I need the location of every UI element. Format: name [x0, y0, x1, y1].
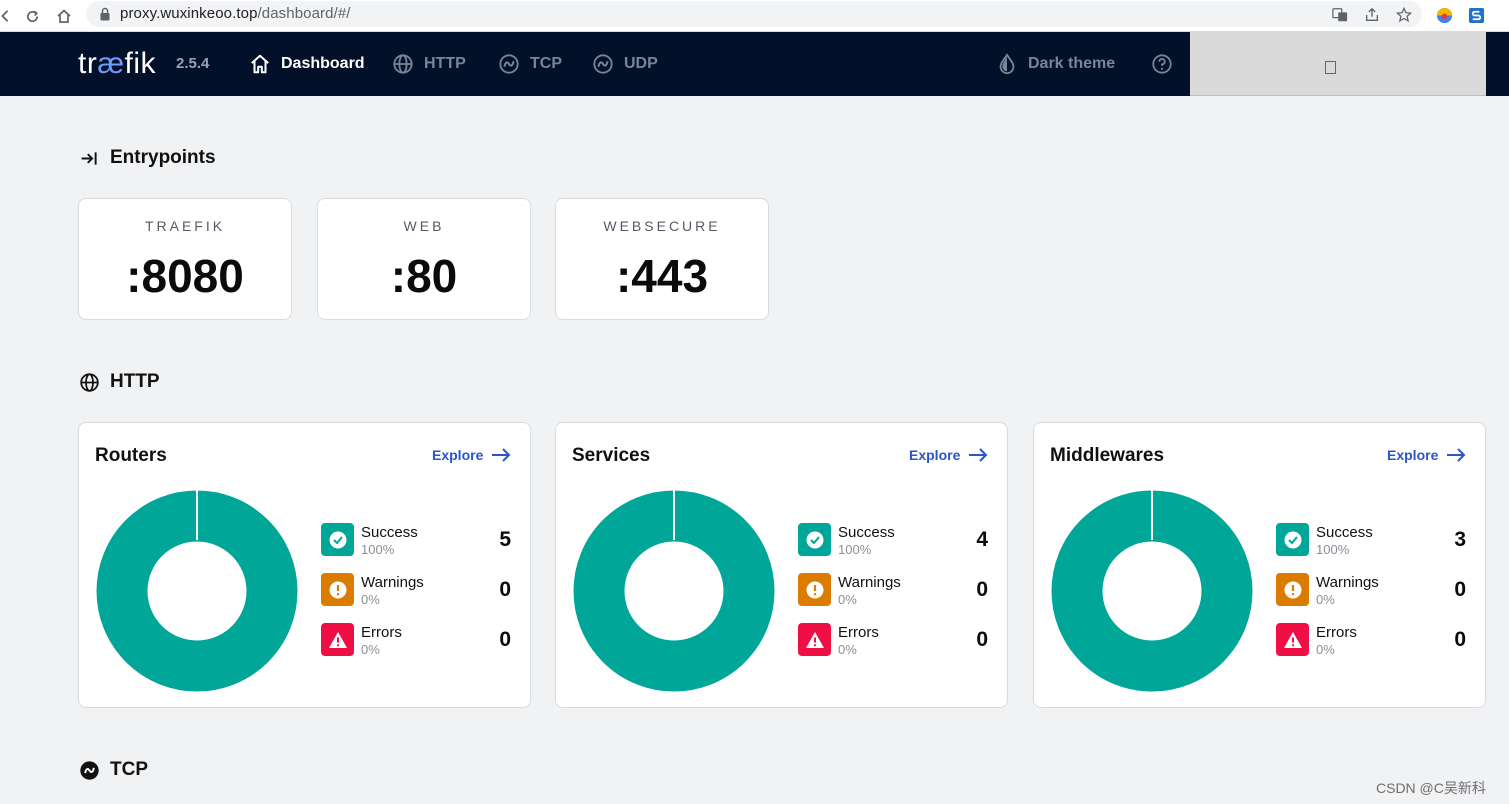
nav-tcp[interactable]: TCP: [498, 50, 562, 78]
udp-icon: [593, 54, 613, 74]
share-icon[interactable]: [1362, 5, 1382, 25]
legend-warnings: Warnings 0% 0: [321, 573, 511, 607]
document-icon: [1325, 61, 1336, 74]
warnings-count: 0: [499, 578, 511, 601]
globe-icon: [80, 372, 99, 392]
entrypoint-name: WEB: [403, 218, 445, 234]
legend-errors: Errors 0% 0: [798, 623, 988, 657]
check-circle-icon: [329, 531, 346, 548]
status-donut-chart: [1051, 489, 1253, 692]
extension-s-icon[interactable]: [1466, 5, 1486, 25]
tcp-icon: [499, 54, 519, 74]
legend-warnings: Warnings 0% 0: [1276, 573, 1466, 607]
bookmark-star-icon[interactable]: [1394, 5, 1414, 25]
nav-dashboard[interactable]: Dashboard: [249, 50, 365, 78]
warning-circle-icon: [806, 581, 823, 598]
entrypoint-port: :80: [390, 250, 458, 302]
tcp-heading: TCP: [79, 759, 148, 781]
explore-routers-link[interactable]: Explore: [432, 447, 511, 463]
nav-udp[interactable]: UDP: [592, 50, 658, 78]
check-circle-icon: [1284, 531, 1301, 548]
arrow-right-icon: [1447, 448, 1466, 462]
help-button[interactable]: [1151, 50, 1173, 78]
version-label: 2.5.4: [176, 55, 210, 72]
success-count: 3: [1454, 528, 1466, 551]
droplet-icon: [999, 53, 1015, 75]
back-icon[interactable]: [0, 5, 16, 27]
card-title: Routers: [95, 445, 167, 466]
success-count: 5: [499, 528, 511, 551]
watermark-text: CSDN @C吴新科: [1376, 780, 1486, 796]
check-circle-icon: [806, 531, 823, 548]
theme-toggle[interactable]: Dark theme: [996, 50, 1115, 78]
nav-http[interactable]: HTTP: [392, 50, 466, 78]
entrypoint-port: :443: [615, 250, 709, 302]
http-heading: HTTP: [79, 371, 160, 393]
entrypoint-name: WEBSECURE: [603, 218, 721, 234]
errors-count: 0: [976, 628, 988, 651]
tcp-icon: [80, 760, 99, 780]
home-icon: [251, 54, 269, 74]
arrow-right-icon: [969, 448, 988, 462]
entrypoint-card-traefik: TRAEFIK :8080: [78, 198, 292, 320]
legend-success: Success 100% 4: [798, 523, 988, 557]
legend-errors: Errors 0% 0: [321, 623, 511, 657]
translate-icon[interactable]: [1330, 5, 1350, 25]
card-title: Services: [572, 445, 651, 466]
extension-overlay: [1190, 32, 1486, 96]
warnings-count: 0: [976, 578, 988, 601]
entrypoint-name: TRAEFIK: [144, 218, 226, 234]
status-donut-chart: [573, 489, 775, 692]
extension-colorful-icon[interactable]: [1434, 5, 1454, 25]
help-circle-icon: [1152, 54, 1172, 74]
success-count: 4: [976, 528, 988, 551]
lock-icon: [100, 7, 110, 21]
globe-icon: [393, 54, 413, 74]
errors-count: 0: [499, 628, 511, 651]
browser-toolbar: proxy.wuxinkeoo.top/dashboard/#/: [0, 0, 1509, 32]
traefik-logo[interactable]: træfik: [78, 47, 157, 80]
entrypoint-card-websecure: WEBSECURE :443: [555, 198, 769, 320]
explore-middlewares-link[interactable]: Explore: [1387, 447, 1466, 463]
entrypoint-card-web: WEB :80: [317, 198, 531, 320]
entrypoint-arrow-icon: [81, 151, 97, 165]
explore-services-link[interactable]: Explore: [909, 447, 988, 463]
error-triangle-icon: [805, 631, 824, 648]
routers-card: Routers Explore Success 100% 5 Warnings …: [78, 422, 531, 708]
error-triangle-icon: [328, 631, 347, 648]
errors-count: 0: [1454, 628, 1466, 651]
warning-circle-icon: [329, 581, 346, 598]
legend-warnings: Warnings 0% 0: [798, 573, 988, 607]
home-browser-icon[interactable]: [53, 5, 75, 27]
warning-circle-icon: [1284, 581, 1301, 598]
middlewares-card: Middlewares Explore Success 100% 3 Warni…: [1033, 422, 1486, 708]
url-text: proxy.wuxinkeoo.top/dashboard/#/: [120, 5, 351, 22]
entrypoints-heading: Entrypoints: [79, 147, 216, 169]
reload-icon[interactable]: [21, 5, 43, 27]
address-bar[interactable]: proxy.wuxinkeoo.top/dashboard/#/: [86, 1, 1422, 27]
services-card: Services Explore Success 100% 4 Warnings…: [555, 422, 1008, 708]
card-title: Middlewares: [1050, 445, 1165, 466]
legend-success: Success 100% 5: [321, 523, 511, 557]
legend-errors: Errors 0% 0: [1276, 623, 1466, 657]
status-donut-chart: [96, 489, 298, 692]
entrypoint-port: :8080: [126, 250, 244, 302]
arrow-right-icon: [492, 448, 511, 462]
legend-success: Success 100% 3: [1276, 523, 1466, 557]
error-triangle-icon: [1283, 631, 1302, 648]
warnings-count: 0: [1454, 578, 1466, 601]
